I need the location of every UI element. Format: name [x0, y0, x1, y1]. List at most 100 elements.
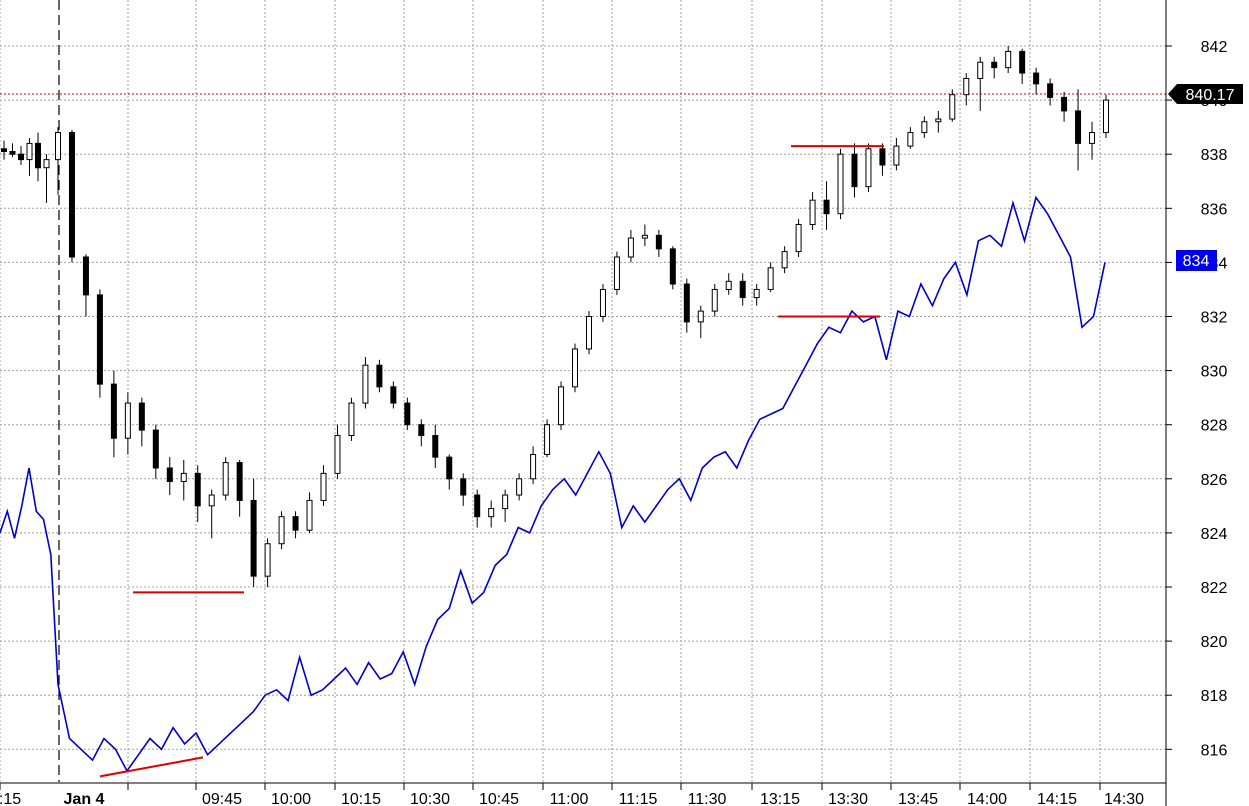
- candle: [1075, 89, 1082, 171]
- candle: [432, 424, 439, 468]
- candle: [82, 254, 89, 317]
- candle: [1019, 48, 1026, 84]
- candle: [138, 397, 145, 447]
- x-tick-label: 14:15: [1037, 791, 1077, 806]
- candle: [96, 289, 103, 398]
- x-tick-label: 13:15: [760, 791, 800, 806]
- x-tick-label: 13:30: [828, 791, 868, 806]
- candle: [851, 143, 858, 198]
- candle: [1047, 78, 1054, 106]
- candle: [35, 132, 41, 182]
- candle: [18, 146, 24, 166]
- candle: [194, 465, 201, 523]
- candle: [124, 392, 131, 455]
- candle: [362, 357, 369, 409]
- candle: [516, 473, 523, 501]
- candlestick-series: [1, 46, 1109, 587]
- x-tick-label: 10:45: [479, 791, 519, 806]
- candle: [711, 284, 718, 317]
- candle: [376, 359, 383, 393]
- candle: [250, 478, 257, 587]
- y-tick-label: 826: [1201, 472, 1228, 489]
- candle: [474, 489, 481, 528]
- last-price-value: 840.17: [1186, 87, 1235, 104]
- x-tick-label: 10:00: [271, 791, 311, 806]
- candle: [348, 397, 355, 441]
- candle: [404, 397, 411, 431]
- candle: [1061, 91, 1068, 122]
- candle: [488, 500, 495, 528]
- candle: [390, 381, 397, 409]
- x-tick-label: 13:45: [898, 791, 938, 806]
- candle: [1089, 121, 1096, 160]
- candle: [893, 137, 900, 171]
- candle: [599, 284, 606, 322]
- candle: [55, 127, 61, 195]
- blue-series-line: [0, 195, 1106, 773]
- candle: [530, 446, 537, 485]
- last-price-label: 840.17: [1168, 84, 1243, 104]
- candle: [669, 246, 676, 290]
- candle: [921, 116, 928, 138]
- candle: [683, 278, 690, 333]
- y-tick-label: 828: [1201, 418, 1228, 435]
- candle: [180, 459, 187, 501]
- candle: [725, 273, 732, 295]
- candle: [418, 419, 425, 447]
- candle: [9, 143, 16, 157]
- candle: [502, 489, 509, 523]
- candle: [627, 229, 634, 263]
- x-tick-label: 14:00: [967, 791, 1007, 806]
- candle: [823, 181, 830, 230]
- candle: [1033, 67, 1040, 95]
- x-tick-label: :15: [0, 791, 21, 806]
- candle: [837, 148, 844, 220]
- candle: [1005, 46, 1012, 74]
- candle: [236, 459, 243, 517]
- candle: [865, 143, 872, 193]
- candle: [1, 140, 7, 160]
- y-tick-label: 820: [1201, 634, 1228, 651]
- candle: [544, 419, 551, 458]
- x-tick-label: Jan 4: [64, 791, 105, 806]
- candle: [152, 424, 159, 479]
- y-tick-label: 842: [1201, 39, 1228, 56]
- candle: [1103, 94, 1109, 138]
- candle: [572, 343, 579, 393]
- trend-annotations: [99, 145, 884, 778]
- candle: [907, 127, 914, 149]
- y-tick-label: 836: [1201, 201, 1228, 218]
- candle: [460, 473, 467, 506]
- y-tick-label: 824: [1201, 526, 1228, 543]
- candle: [110, 370, 117, 458]
- candle: [43, 154, 50, 203]
- blue-series-label: 834: [1176, 250, 1217, 271]
- candle: [320, 465, 327, 506]
- candle: [739, 273, 746, 306]
- candle: [949, 89, 956, 122]
- candle: [753, 284, 760, 306]
- x-tick-label: 11:00: [550, 791, 589, 806]
- blue-series-value: 834: [1183, 253, 1210, 270]
- y-tick-label: 816: [1201, 742, 1228, 759]
- candle: [991, 56, 998, 79]
- candle: [558, 381, 565, 431]
- candle: [68, 129, 75, 263]
- candle: [697, 305, 704, 339]
- candle: [795, 219, 802, 257]
- candle: [655, 229, 662, 257]
- candle: [963, 73, 970, 106]
- candle: [446, 454, 453, 490]
- y-tick-label: 830: [1201, 364, 1228, 381]
- candle: [222, 457, 229, 501]
- grid: [0, 0, 1166, 783]
- candle: [641, 224, 648, 247]
- x-tick-label: 11:15: [619, 791, 658, 806]
- candle: [977, 56, 984, 111]
- candle: [767, 262, 774, 293]
- y-tick-label: 822: [1201, 580, 1228, 597]
- candle: [585, 311, 592, 355]
- y-tick-label: 818: [1201, 688, 1228, 705]
- candle: [166, 457, 173, 496]
